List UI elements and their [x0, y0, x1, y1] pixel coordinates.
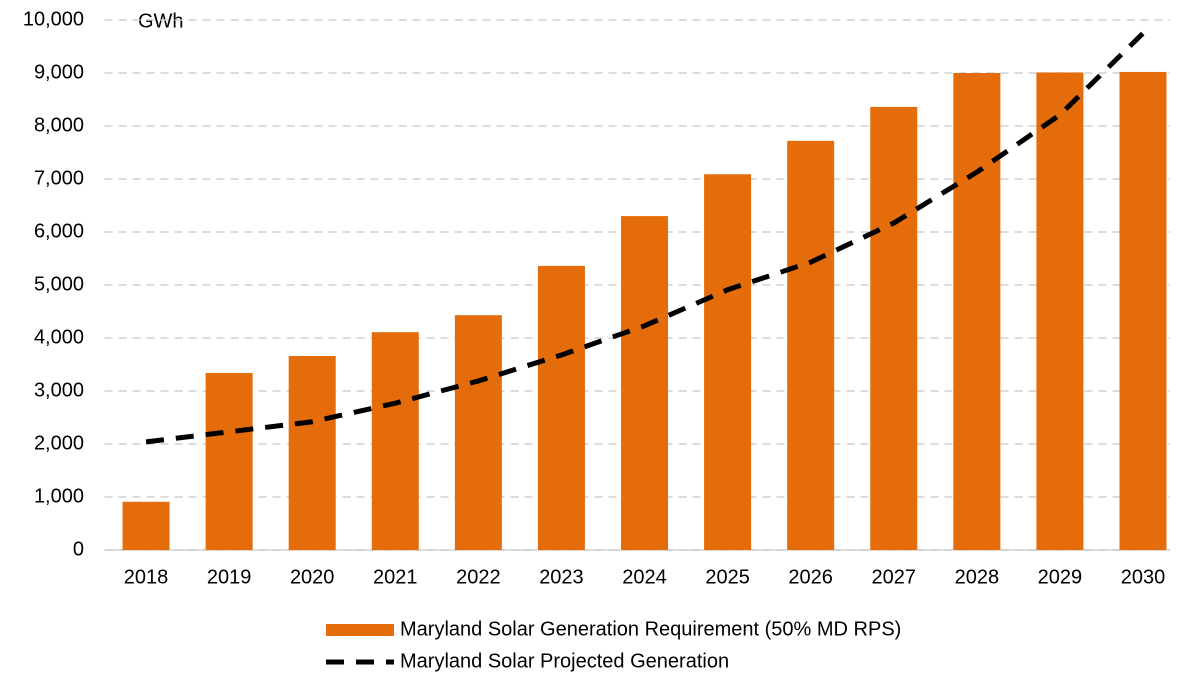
x-tick-label: 2030: [1121, 566, 1166, 588]
y-tick-label: 10,000: [23, 8, 84, 30]
x-tick-label: 2024: [622, 566, 667, 588]
x-tick-label: 2019: [207, 566, 252, 588]
y-tick-label: 1,000: [34, 485, 84, 507]
x-tick-label: 2028: [955, 566, 1000, 588]
y-tick-label: 2,000: [34, 432, 84, 454]
bar: [537, 265, 585, 550]
bar: [870, 106, 918, 551]
bar: [454, 315, 502, 550]
x-tick-label: 2020: [290, 566, 335, 588]
bar: [1119, 71, 1167, 550]
bar: [953, 73, 1001, 550]
y-tick-label: 3,000: [34, 379, 84, 401]
legend-label: Maryland Solar Projected Generation: [400, 650, 729, 672]
x-tick-label: 2022: [456, 566, 501, 588]
legend-label: Maryland Solar Generation Requirement (5…: [400, 618, 901, 640]
bar: [1036, 72, 1084, 550]
x-tick-label: 2025: [705, 566, 750, 588]
x-tick-label: 2023: [539, 566, 584, 588]
bar: [371, 332, 419, 550]
x-tick-label: 2021: [373, 566, 418, 588]
bar: [122, 501, 170, 550]
y-tick-label: 7,000: [34, 167, 84, 189]
x-tick-label: 2026: [788, 566, 833, 588]
y-tick-label: 6,000: [34, 220, 84, 242]
x-tick-label: 2027: [872, 566, 917, 588]
y-tick-label: 0: [73, 538, 84, 560]
x-tick-label: 2018: [124, 566, 169, 588]
y-tick-label: 4,000: [34, 326, 84, 348]
bar: [288, 356, 336, 550]
legend-swatch: [326, 624, 394, 636]
x-tick-label: 2029: [1038, 566, 1083, 588]
y-axis-unit: GWh: [138, 10, 184, 32]
y-tick-label: 8,000: [34, 114, 84, 136]
line: [145, 31, 1145, 445]
bar: [205, 372, 253, 550]
y-tick-label: 5,000: [34, 273, 84, 295]
bar: [621, 216, 669, 550]
y-tick-label: 9,000: [34, 61, 84, 83]
bar: [787, 140, 835, 550]
bar: [704, 174, 752, 551]
